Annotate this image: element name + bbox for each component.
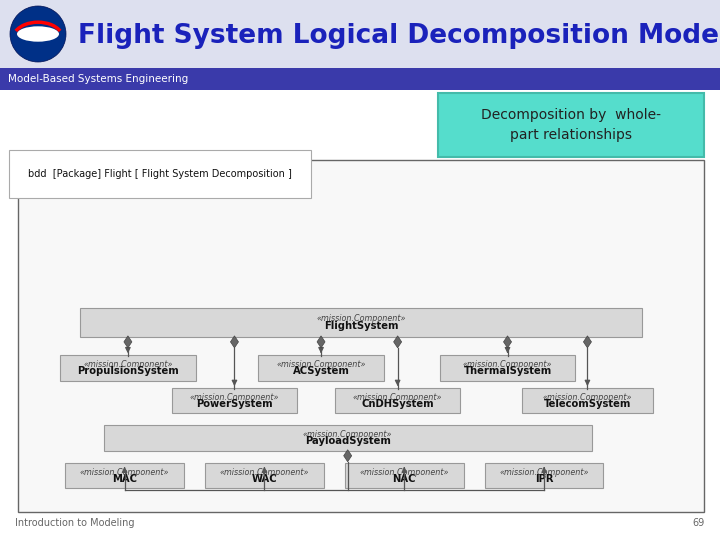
- Text: Model-Based Systems Engineering: Model-Based Systems Engineering: [8, 74, 188, 84]
- Text: «mission.Component»: «mission.Component»: [316, 314, 406, 323]
- Text: «mission.Component»: «mission.Component»: [500, 468, 589, 477]
- Text: FlightSystem: FlightSystem: [324, 321, 398, 332]
- Polygon shape: [503, 336, 511, 348]
- FancyBboxPatch shape: [258, 355, 384, 381]
- FancyBboxPatch shape: [335, 388, 460, 413]
- Text: ThermalSystem: ThermalSystem: [464, 366, 552, 376]
- Text: «mission.Component»: «mission.Component»: [359, 468, 449, 477]
- Text: WAC: WAC: [251, 474, 277, 484]
- FancyBboxPatch shape: [205, 463, 324, 488]
- Text: CnDHSystem: CnDHSystem: [361, 399, 434, 409]
- FancyBboxPatch shape: [81, 308, 642, 337]
- Text: PropulsionSystem: PropulsionSystem: [77, 366, 179, 376]
- Text: PayloadSystem: PayloadSystem: [305, 436, 391, 447]
- FancyBboxPatch shape: [172, 388, 297, 413]
- FancyBboxPatch shape: [18, 160, 704, 512]
- Text: «mission.Component»: «mission.Component»: [80, 468, 169, 477]
- Circle shape: [10, 6, 66, 62]
- Text: IPR: IPR: [535, 474, 554, 484]
- Polygon shape: [343, 450, 351, 462]
- FancyBboxPatch shape: [521, 388, 653, 413]
- Text: NASA: NASA: [22, 29, 54, 39]
- Text: «mission.Component»: «mission.Component»: [303, 430, 392, 439]
- Bar: [0, 0, 720, 68]
- Polygon shape: [124, 336, 132, 348]
- Text: «mission.Component»: «mission.Component»: [220, 468, 309, 477]
- Text: «mission.Component»: «mission.Component»: [353, 393, 442, 402]
- FancyBboxPatch shape: [345, 463, 464, 488]
- Text: PowerSystem: PowerSystem: [196, 399, 273, 409]
- Text: Decomposition by  whole-
part relationships: Decomposition by whole- part relationshi…: [481, 108, 661, 141]
- Text: TelecomSystem: TelecomSystem: [544, 399, 631, 409]
- Polygon shape: [230, 336, 238, 348]
- FancyBboxPatch shape: [440, 355, 575, 381]
- Text: Introduction to Modeling: Introduction to Modeling: [15, 518, 135, 528]
- Text: bdd  [Package] Flight [ Flight System Decomposition ]: bdd [Package] Flight [ Flight System Dec…: [28, 169, 292, 179]
- Text: Flight System Logical Decomposition Model: Flight System Logical Decomposition Mode…: [78, 23, 720, 49]
- Text: «mission.Component»: «mission.Component»: [276, 360, 366, 369]
- Polygon shape: [317, 336, 325, 348]
- Polygon shape: [394, 336, 402, 348]
- FancyBboxPatch shape: [104, 426, 592, 451]
- Text: «mission.Component»: «mission.Component»: [189, 393, 279, 402]
- Text: «mission.Component»: «mission.Component»: [543, 393, 632, 402]
- FancyBboxPatch shape: [438, 93, 704, 157]
- FancyBboxPatch shape: [66, 463, 184, 488]
- Text: 69: 69: [693, 518, 705, 528]
- Bar: [0, 68, 720, 90]
- Text: «mission.Component»: «mission.Component»: [83, 360, 173, 369]
- Text: MAC: MAC: [112, 474, 137, 484]
- Ellipse shape: [17, 26, 59, 42]
- FancyBboxPatch shape: [485, 463, 603, 488]
- Polygon shape: [583, 336, 591, 348]
- FancyBboxPatch shape: [60, 355, 196, 381]
- Text: NAC: NAC: [392, 474, 416, 484]
- Text: ACSystem: ACSystem: [292, 366, 349, 376]
- Text: «mission.Component»: «mission.Component»: [463, 360, 552, 369]
